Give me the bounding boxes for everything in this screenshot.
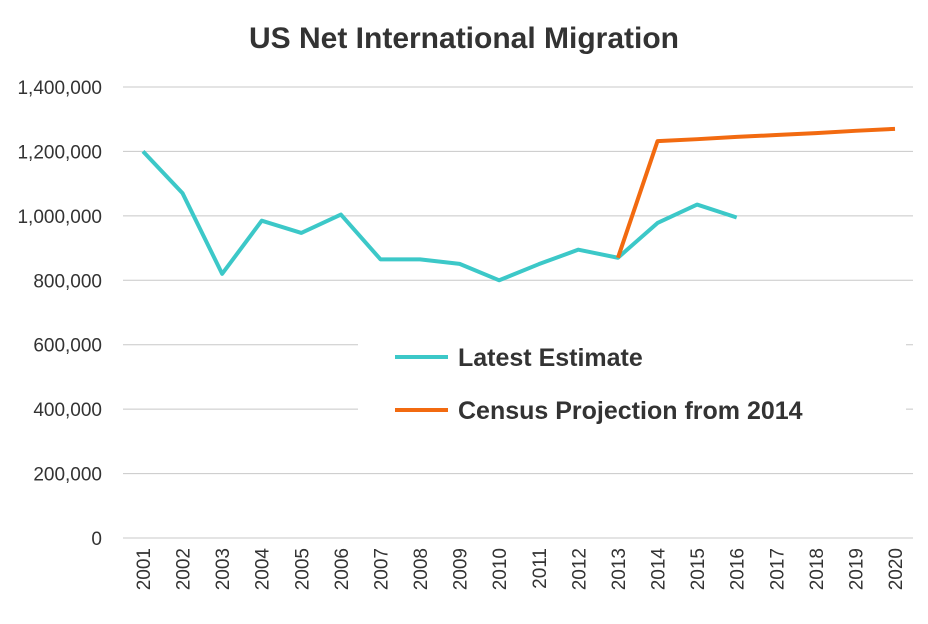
x-tick-label: 2009 — [451, 548, 472, 590]
y-tick-label: 1,200,000 — [17, 142, 102, 163]
y-tick-label: 200,000 — [33, 465, 102, 486]
x-tick-label: 2012 — [569, 548, 590, 590]
legend: Latest Estimate Census Projection from 2… — [395, 344, 803, 425]
x-tick-label: 2003 — [213, 548, 234, 590]
chart-title: US Net International Migration — [249, 22, 679, 55]
x-tick-label: 2006 — [332, 548, 353, 590]
x-tick-label: 2015 — [688, 548, 709, 590]
legend-background — [358, 334, 906, 442]
x-tick-label: 2014 — [649, 548, 670, 591]
y-tick-label: 0 — [91, 529, 102, 550]
x-tick-label: 2007 — [371, 548, 392, 590]
x-tick-label: 2001 — [134, 548, 155, 590]
x-tick-label: 2004 — [253, 548, 274, 591]
x-tick-label: 2020 — [886, 548, 907, 590]
x-tick-label: 2016 — [728, 548, 749, 590]
x-tick-label: 2013 — [609, 548, 630, 590]
series-line-0 — [141, 150, 738, 283]
x-tick-label: 2018 — [807, 548, 828, 590]
series-line-1 — [616, 126, 896, 259]
y-tick-label: 800,000 — [33, 271, 102, 292]
y-tick-label: 400,000 — [33, 400, 102, 421]
legend-label-latest-estimate: Latest Estimate — [458, 344, 643, 372]
y-tick-label: 1,400,000 — [17, 78, 102, 99]
y-tick-label: 1,000,000 — [17, 207, 102, 228]
x-tick-label: 2005 — [292, 548, 313, 590]
x-tick-label: 2011 — [530, 548, 551, 589]
legend-label-census-projection: Census Projection from 2014 — [458, 397, 803, 425]
y-tick-label: 600,000 — [33, 336, 102, 357]
x-tick-label: 2002 — [174, 548, 195, 590]
x-tick-label: 2008 — [411, 548, 432, 590]
x-tick-label: 2019 — [846, 548, 867, 590]
x-tick-label: 2010 — [490, 548, 511, 590]
x-tick-label: 2017 — [767, 548, 788, 590]
